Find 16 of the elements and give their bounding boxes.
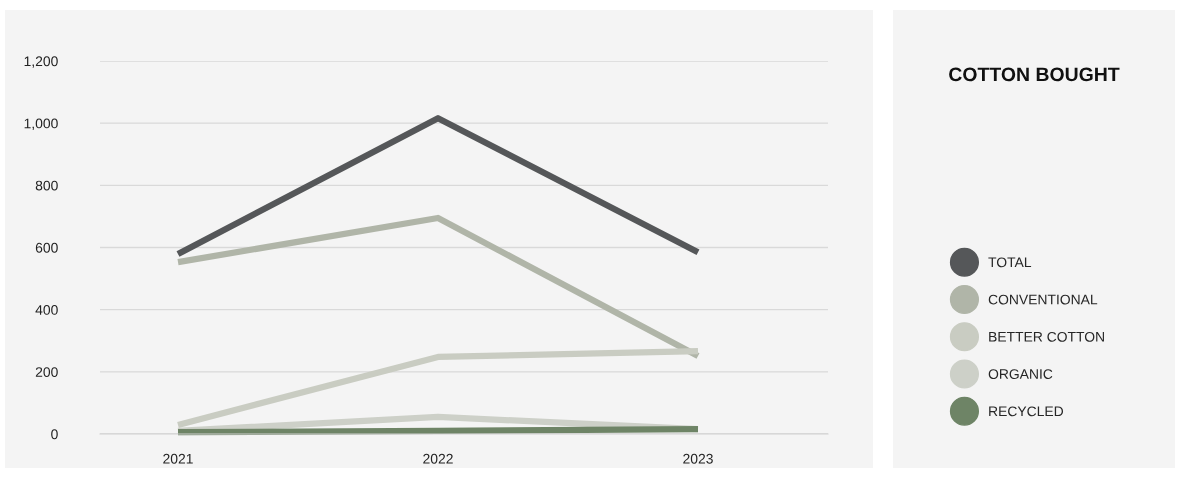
- legend-label: BETTER COTTON: [989, 331, 1104, 342]
- x-tick-label: 2021: [163, 453, 193, 464]
- x-tick-label: 2022: [423, 453, 453, 464]
- legend-label: RECYCLED: [989, 406, 1064, 417]
- legend-label: ORGANIC: [988, 369, 1053, 379]
- y-tick-label: 0: [51, 429, 58, 440]
- y-tick-label: 200: [35, 367, 58, 377]
- y-tick-label: 1,200: [24, 56, 58, 68]
- y-tick-label: 400: [35, 305, 58, 315]
- y-tick-label: 1,000: [24, 118, 58, 130]
- legend-label: CONVENTIONAL: [988, 294, 1098, 305]
- legend-label: TOTAL: [988, 257, 1032, 268]
- y-tick-label: 800: [35, 180, 58, 191]
- y-tick-label: 600: [35, 242, 58, 253]
- x-tick-label: 2023: [683, 453, 713, 464]
- text: COTTON BOUGHT: [949, 67, 1120, 82]
